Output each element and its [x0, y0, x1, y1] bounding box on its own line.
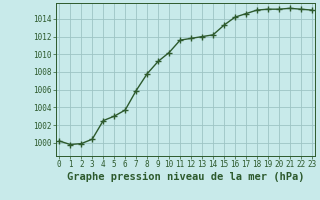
X-axis label: Graphe pression niveau de la mer (hPa): Graphe pression niveau de la mer (hPa)	[67, 172, 304, 182]
